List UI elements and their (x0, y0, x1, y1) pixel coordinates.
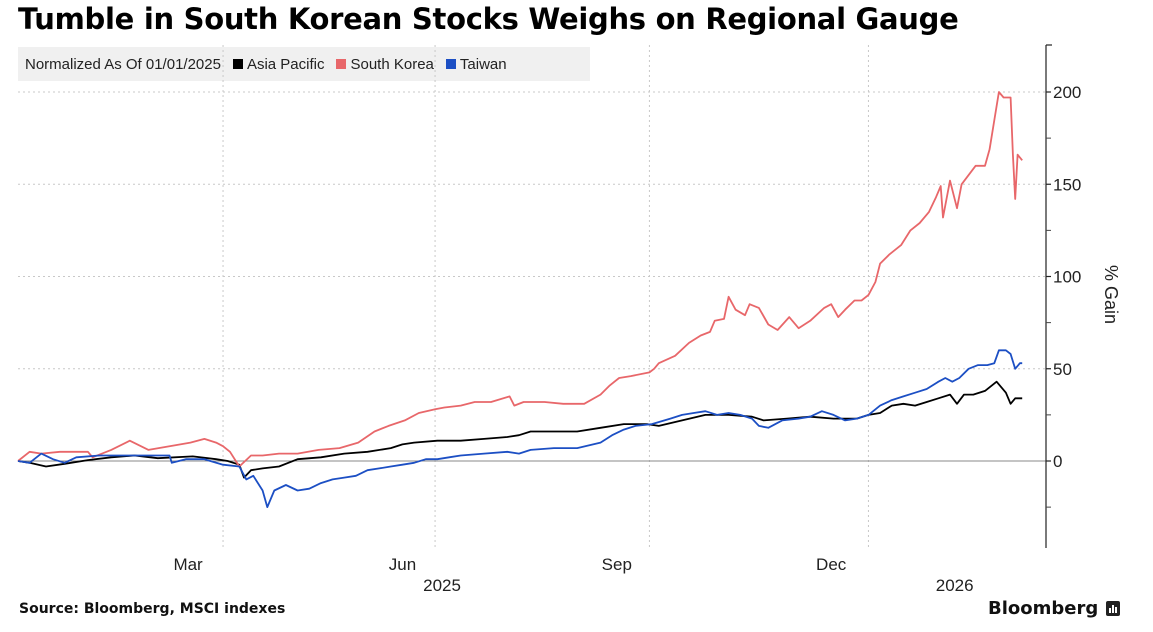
source-note: Source: Bloomberg, MSCI indexes (19, 601, 286, 617)
y-tick-label: 150 (1053, 175, 1081, 194)
legend-normalized-note: Normalized As Of 01/01/2025 (25, 56, 221, 73)
series-line-south-korea (17, 91, 1023, 468)
bloomberg-chart-icon (1106, 601, 1121, 616)
x-year-label: 2025 (423, 576, 461, 595)
series-line-taiwan (17, 349, 1023, 508)
y-tick-label: 50 (1053, 360, 1072, 379)
x-tick-label: Mar (173, 555, 203, 574)
legend-item-asia-pacific: Asia Pacific (232, 55, 325, 73)
chart-title: Tumble in South Korean Stocks Weighs on … (18, 2, 959, 36)
legend-label-asia-pacific: Asia Pacific (246, 55, 325, 73)
x-tick-label: Dec (816, 555, 847, 574)
legend-item-taiwan: Taiwan (445, 55, 507, 73)
y-axis-label: % Gain (1101, 265, 1121, 324)
y-tick-label: 100 (1053, 268, 1081, 287)
legend-label-south-korea: South Korea (350, 55, 434, 73)
bloomberg-logo: Bloomberg (988, 598, 1121, 619)
x-year-label: 2026 (936, 576, 974, 595)
series-line-asia-pacific (17, 380, 1023, 479)
legend: Normalized As Of 01/01/2025 Asia Pacific… (18, 47, 590, 81)
legend-swatch-asia-pacific (232, 59, 243, 69)
brand-name: Bloomberg (988, 598, 1099, 619)
x-tick-label: Jun (389, 555, 416, 574)
legend-item-south-korea: South Korea (336, 55, 434, 73)
legend-swatch-south-korea (336, 59, 347, 69)
legend-swatch-taiwan (445, 59, 456, 69)
legend-label-taiwan: Taiwan (459, 55, 507, 73)
y-tick-label: 200 (1053, 83, 1081, 102)
legend-normalized-label: Normalized As Of 01/01/2025 (25, 55, 221, 73)
x-tick-label: Sep (602, 555, 632, 574)
y-tick-label: 0 (1053, 452, 1062, 471)
